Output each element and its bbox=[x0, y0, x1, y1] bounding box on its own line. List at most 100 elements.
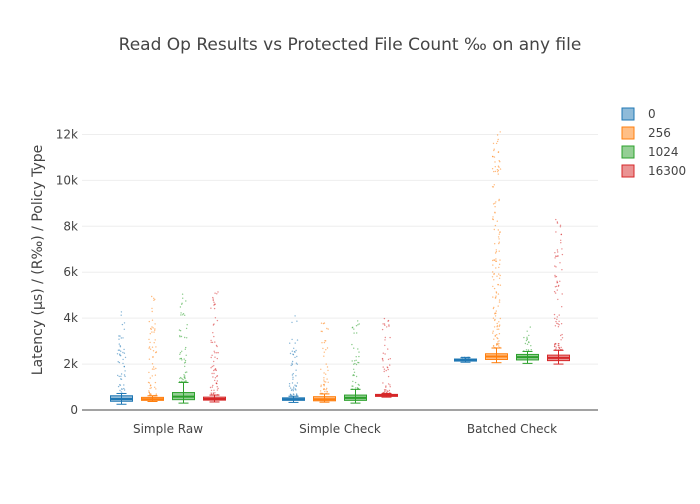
outlier-point bbox=[555, 275, 558, 278]
outlier-point bbox=[384, 336, 386, 339]
outlier-point bbox=[556, 280, 558, 282]
outlier-point bbox=[212, 299, 214, 302]
outlier-point bbox=[327, 328, 329, 330]
outlier-point bbox=[217, 291, 219, 293]
outlier-point bbox=[523, 336, 525, 339]
outlier-point bbox=[149, 385, 152, 387]
outlier-point bbox=[383, 370, 385, 373]
outlier-point bbox=[358, 384, 360, 386]
outlier-point bbox=[351, 360, 353, 362]
outlier-point bbox=[495, 251, 498, 253]
outlier-point bbox=[148, 347, 150, 349]
outlier-point bbox=[492, 203, 495, 205]
outlier-point bbox=[293, 351, 296, 353]
outlier-point bbox=[320, 322, 323, 324]
outlier-point bbox=[153, 368, 155, 370]
outlier-point bbox=[496, 220, 498, 222]
outlier-point bbox=[323, 381, 325, 383]
outlier-point bbox=[153, 331, 155, 333]
outlier-point bbox=[181, 350, 183, 352]
outlier-point bbox=[326, 347, 329, 349]
outlier-point bbox=[323, 388, 325, 391]
outlier-point bbox=[289, 387, 292, 389]
outlier-point bbox=[530, 349, 532, 351]
outlier-point bbox=[387, 348, 389, 350]
outlier-point bbox=[288, 385, 291, 387]
outlier-point bbox=[494, 202, 496, 204]
outlier-point bbox=[154, 328, 156, 330]
outlier-point bbox=[216, 352, 218, 354]
outlier-point bbox=[295, 394, 298, 396]
outlier-point bbox=[560, 323, 563, 325]
outlier-point bbox=[291, 362, 293, 364]
outlier-point bbox=[123, 348, 125, 351]
outlier-point bbox=[180, 314, 182, 316]
outlier-point bbox=[493, 279, 495, 281]
outlier-point bbox=[182, 313, 185, 315]
outlier-point bbox=[181, 359, 183, 361]
outlier-point bbox=[389, 384, 391, 386]
outlier-point bbox=[494, 211, 496, 213]
outlier-point bbox=[491, 168, 494, 170]
outlier-point bbox=[356, 332, 358, 334]
outlier-point bbox=[321, 330, 323, 333]
outlier-point bbox=[558, 347, 561, 349]
outlier-point bbox=[554, 286, 557, 288]
outlier-point bbox=[498, 263, 501, 265]
legend-swatch bbox=[621, 107, 635, 121]
outlier-point bbox=[554, 265, 556, 267]
outlier-point bbox=[117, 374, 119, 377]
outlier-point bbox=[497, 229, 499, 231]
outlier-point bbox=[497, 236, 500, 238]
outlier-point bbox=[323, 379, 325, 381]
outlier-point bbox=[293, 347, 295, 349]
outlier-point bbox=[216, 389, 219, 391]
outlier-point bbox=[155, 346, 157, 348]
outlier-point bbox=[499, 324, 501, 326]
outlier-point bbox=[322, 347, 324, 350]
outlier-point bbox=[494, 224, 497, 227]
outlier-point bbox=[386, 390, 388, 392]
outlier-point bbox=[319, 390, 322, 392]
outlier-point bbox=[214, 356, 216, 358]
outlier-point bbox=[554, 274, 556, 277]
outlier-point bbox=[387, 358, 390, 361]
outlier-point bbox=[214, 377, 217, 379]
outlier-point bbox=[387, 383, 390, 385]
outlier-point bbox=[216, 293, 218, 295]
outlier-point bbox=[496, 322, 498, 325]
outlier-point bbox=[556, 322, 558, 324]
y-axis-ticks: 0 2k 4k 6k 8k 10k 12k bbox=[56, 127, 78, 417]
outlier-point bbox=[119, 346, 122, 348]
outlier-point bbox=[498, 199, 500, 202]
outlier-point bbox=[560, 233, 562, 236]
outlier-point bbox=[383, 389, 386, 391]
outlier-point bbox=[558, 324, 560, 326]
outlier-point bbox=[289, 342, 291, 344]
outlier-point bbox=[358, 351, 360, 353]
outlier-point bbox=[179, 353, 181, 355]
outlier-point bbox=[326, 366, 329, 368]
outlier-point bbox=[180, 357, 182, 360]
outlier-point bbox=[525, 349, 528, 351]
outlier-point bbox=[184, 314, 186, 316]
outlier-point bbox=[323, 372, 325, 374]
outlier-point bbox=[213, 307, 216, 310]
outlier-point bbox=[149, 348, 152, 350]
outlier-point bbox=[217, 352, 219, 354]
outlier-point bbox=[384, 353, 386, 355]
outlier-point bbox=[325, 349, 327, 351]
y-tick-label: 2k bbox=[63, 357, 78, 371]
outlier-point bbox=[556, 318, 558, 321]
outlier-point bbox=[214, 341, 216, 343]
outlier-point bbox=[118, 361, 121, 364]
outlier-point bbox=[216, 319, 219, 322]
outlier-point bbox=[291, 338, 293, 341]
outlier-point bbox=[185, 354, 187, 356]
outlier-point bbox=[324, 340, 326, 342]
outlier-point bbox=[155, 393, 157, 395]
outlier-point bbox=[493, 338, 495, 340]
outlier-point bbox=[555, 218, 557, 221]
y-tick-label: 4k bbox=[63, 311, 78, 325]
outlier-point bbox=[495, 312, 497, 314]
